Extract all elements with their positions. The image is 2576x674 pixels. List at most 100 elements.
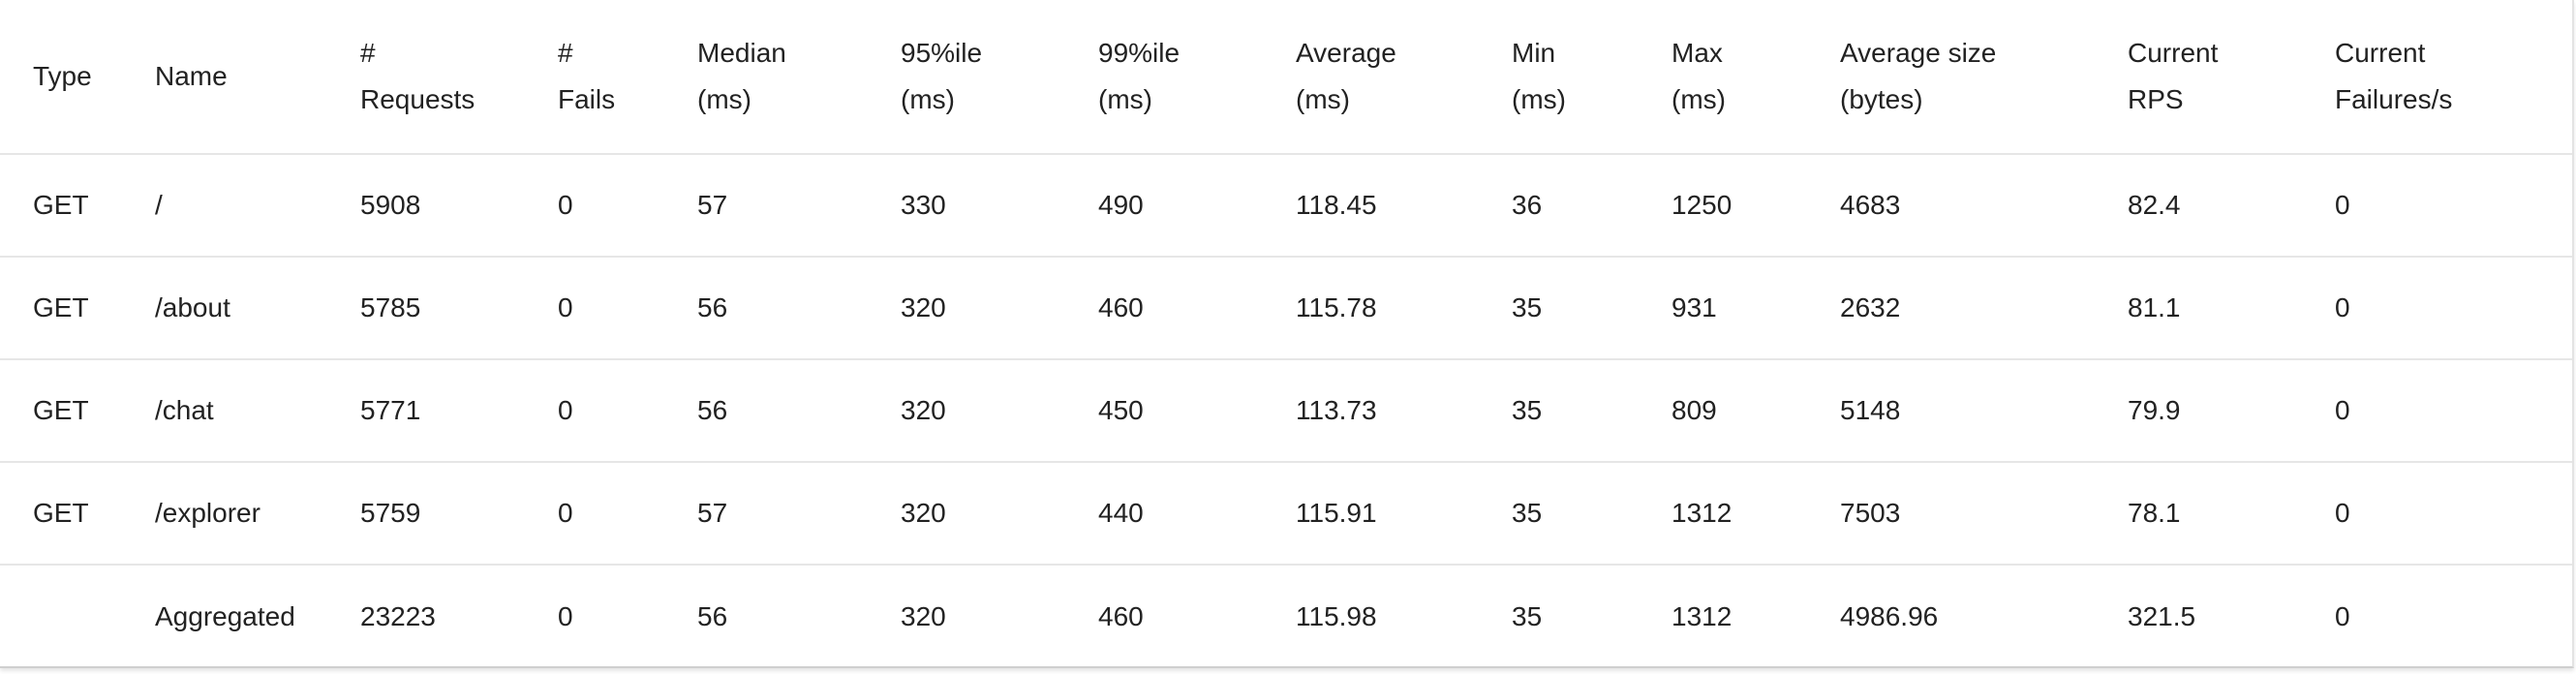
header-label-line2: (ms) [901, 84, 955, 114]
cell-95ile: 320 [868, 257, 1065, 360]
cell-95ile: 320 [868, 462, 1065, 566]
cell-current-failures: 0 [2302, 154, 2572, 258]
header-label-line2: Failures/s [2335, 84, 2453, 114]
column-header-average[interactable]: Average (ms) [1263, 0, 1479, 155]
cell-99ile: 490 [1065, 154, 1263, 258]
cell-fails: 0 [558, 600, 573, 631]
cell-average-size: 2632 [1807, 257, 2095, 360]
table-row: GET /about 5785 0 56 320 460 115.78 35 9… [0, 257, 2572, 360]
cell-max: 1312 [1639, 462, 1807, 566]
cell-99ile: 440 [1065, 462, 1263, 566]
column-header-type[interactable]: Type [0, 0, 122, 155]
table-row: GET /chat 5771 0 56 320 450 113.73 35 80… [0, 359, 2572, 463]
cell-requests: 23223 [360, 600, 436, 631]
column-header-99ile[interactable]: 99%ile (ms) [1065, 0, 1263, 155]
cell-fails: 0 [525, 257, 664, 360]
header-label-line1: Current [2335, 38, 2426, 68]
cell-95ile: 320 [901, 600, 946, 631]
cell-average: 115.78 [1263, 257, 1479, 360]
header-label-line1: Average size [1840, 38, 1997, 68]
column-header-min[interactable]: Min (ms) [1479, 0, 1639, 155]
cell-current-rps: 321.5 [2128, 600, 2196, 631]
cell-average-size: 7503 [1807, 462, 2095, 566]
cell-requests: 5908 [327, 154, 525, 258]
header-label: Name [155, 61, 228, 91]
cell-min: 35 [1512, 600, 1543, 631]
cell-current-failures: 0 [2302, 257, 2572, 360]
cell-median: 56 [697, 600, 728, 631]
table-row: GET /explorer 5759 0 57 320 440 115.91 3… [0, 462, 2572, 566]
cell-99ile: 460 [1065, 257, 1263, 360]
cell-average: 118.45 [1263, 154, 1479, 258]
cell-current-failures: 0 [2335, 600, 2350, 631]
cell-current-failures: 0 [2302, 359, 2572, 463]
header-label-line2: (ms) [1098, 84, 1152, 114]
cell-average: 113.73 [1263, 359, 1479, 463]
header-label-line1: # [360, 38, 376, 68]
header-label-line1: Median [697, 38, 786, 68]
header-label-line1: # [558, 38, 573, 68]
header-label-line2: RPS [2128, 84, 2184, 114]
cell-name: /explorer [122, 462, 327, 566]
column-header-max[interactable]: Max (ms) [1639, 0, 1807, 155]
cell-min: 36 [1479, 154, 1639, 258]
cell-type [0, 565, 122, 667]
column-header-average-size[interactable]: Average size (bytes) [1807, 0, 2095, 155]
cell-current-rps: 82.4 [2095, 154, 2302, 258]
column-header-current-rps[interactable]: Current RPS [2095, 0, 2302, 155]
column-header-requests[interactable]: # Requests [327, 0, 525, 155]
cell-current-failures: 0 [2302, 462, 2572, 566]
cell-type: GET [0, 359, 122, 463]
cell-average: 115.91 [1263, 462, 1479, 566]
header-label-line1: Max [1671, 38, 1723, 68]
header-label-line1: Current [2128, 38, 2219, 68]
cell-name: /about [122, 257, 327, 360]
table-row: GET / 5908 0 57 330 490 118.45 36 1250 4… [0, 154, 2572, 258]
header-label: Type [33, 61, 92, 91]
cell-max: 1250 [1639, 154, 1807, 258]
column-header-fails[interactable]: # Fails [525, 0, 664, 155]
cell-average: 115.98 [1296, 600, 1377, 631]
header-label-line1: 95%ile [901, 38, 983, 68]
aggregated-row: Aggregated 23223 0 56 320 460 115.98 35 … [0, 565, 2572, 667]
header-label-line1: 99%ile [1098, 38, 1181, 68]
cell-current-rps: 79.9 [2095, 359, 2302, 463]
cell-average-size: 4683 [1807, 154, 2095, 258]
column-header-median[interactable]: Median (ms) [664, 0, 868, 155]
column-header-name[interactable]: Name [122, 0, 327, 155]
cell-name: / [122, 154, 327, 258]
header-label-line2: (ms) [1671, 84, 1726, 114]
header-label-line2: (ms) [1296, 84, 1350, 114]
cell-requests: 5771 [327, 359, 525, 463]
cell-min: 35 [1479, 462, 1639, 566]
cell-current-rps: 81.1 [2095, 257, 2302, 360]
cell-type: GET [0, 462, 122, 566]
cell-median: 56 [664, 257, 868, 360]
column-header-current-failures[interactable]: Current Failures/s [2302, 0, 2572, 155]
cell-requests: 5785 [327, 257, 525, 360]
cell-average-size: 5148 [1807, 359, 2095, 463]
cell-current-rps: 78.1 [2095, 462, 2302, 566]
cell-name: Aggregated [155, 600, 295, 631]
cell-type: GET [0, 154, 122, 258]
cell-median: 57 [664, 154, 868, 258]
header-label-line2: Fails [558, 84, 616, 114]
header-label-line2: (bytes) [1840, 84, 1923, 114]
header-label-line2: Requests [360, 84, 475, 114]
cell-fails: 0 [525, 359, 664, 463]
cell-fails: 0 [525, 462, 664, 566]
cell-type: GET [0, 257, 122, 360]
cell-min: 35 [1479, 359, 1639, 463]
cell-median: 56 [664, 359, 868, 463]
cell-average-size: 4986.96 [1840, 600, 1939, 631]
cell-min: 35 [1479, 257, 1639, 360]
header-label-line2: (ms) [1512, 84, 1566, 114]
cell-99ile: 460 [1098, 600, 1144, 631]
cell-name: /chat [122, 359, 327, 463]
header-label-line1: Min [1512, 38, 1556, 68]
header-label-line2: (ms) [697, 84, 751, 114]
column-header-95ile[interactable]: 95%ile (ms) [868, 0, 1065, 155]
cell-max: 931 [1639, 257, 1807, 360]
